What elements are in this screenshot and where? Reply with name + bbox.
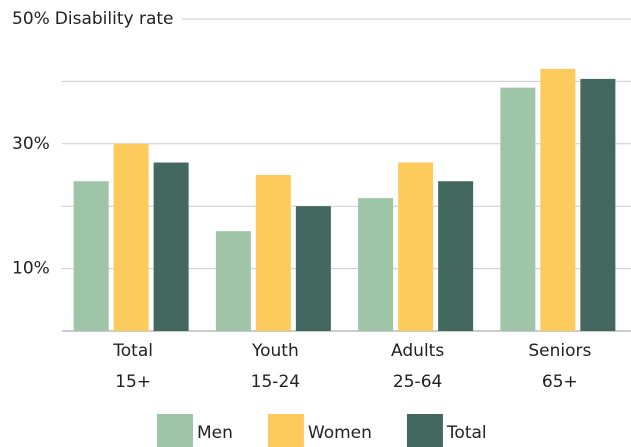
y-axis-label: Disability rate <box>55 9 174 29</box>
legend-swatch <box>406 414 443 447</box>
x-tick-label: 25-64 <box>393 372 442 392</box>
legend-label: Men <box>197 423 233 443</box>
bar <box>113 143 149 331</box>
x-tick-label: Adults <box>391 341 444 361</box>
x-tick-label: Seniors <box>528 341 591 361</box>
bar <box>73 181 109 331</box>
x-tick-label: 65+ <box>542 372 578 392</box>
bar <box>358 198 394 331</box>
legend-label: Total <box>446 423 487 443</box>
y-tick-label: 10% <box>12 259 50 279</box>
bar <box>438 181 474 331</box>
bar <box>153 162 189 331</box>
x-tick-label: 15+ <box>115 372 151 392</box>
legend-swatch <box>157 414 193 447</box>
y-tick-label: 30% <box>12 134 50 154</box>
legend-label: Women <box>308 423 372 443</box>
x-tick-label: Total <box>112 341 153 361</box>
legend-swatch <box>267 414 304 447</box>
bar <box>540 68 576 332</box>
x-tick-label: 15-24 <box>251 372 300 392</box>
bar <box>500 87 536 331</box>
bar <box>215 231 251 331</box>
bar <box>255 175 291 331</box>
bar <box>580 78 616 332</box>
y-tick-label: 50% <box>12 9 50 29</box>
x-tick-label: Youth <box>251 341 299 361</box>
bar <box>398 162 434 331</box>
bar <box>295 206 331 331</box>
